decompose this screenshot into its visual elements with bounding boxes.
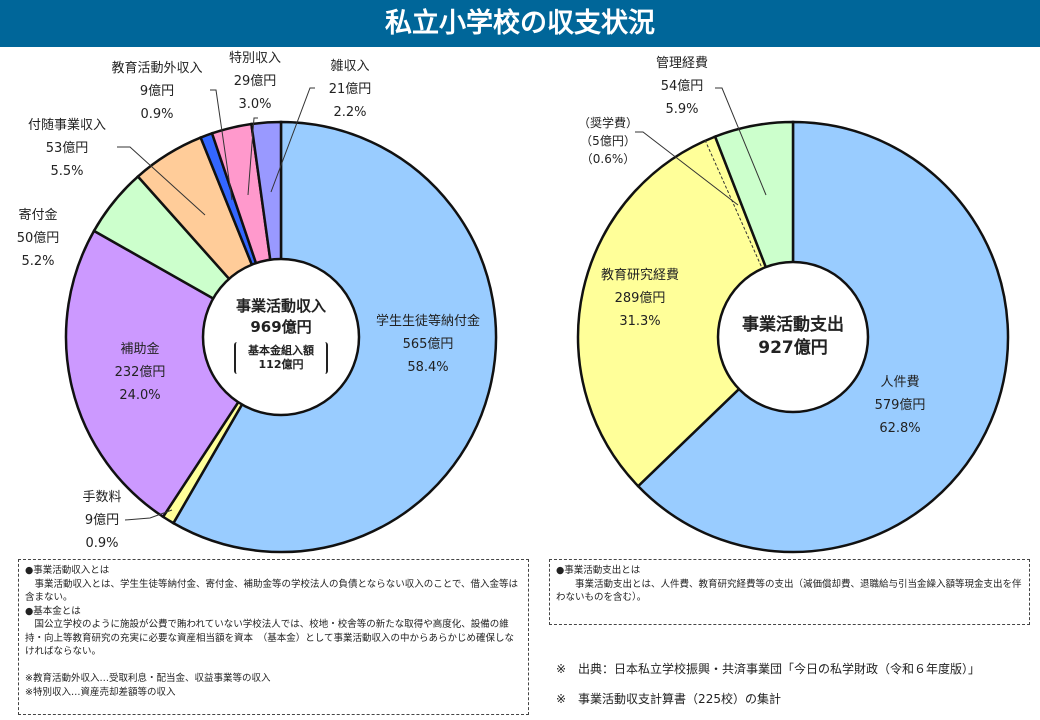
label-ancillary: 付随事業収入 53億円 5.5% [27, 118, 107, 179]
label-scholarship: （奨学費） （5億円） （0.6%） [577, 116, 639, 166]
expenditure-notes: ●事業活動支出とは 事業活動支出とは、人件費、教育研究経費等の支出（減価償却費、… [549, 559, 1030, 625]
label-education: 教育研究経費 289億円 31.3% [600, 268, 680, 329]
leader-line-nonop [210, 89, 233, 201]
income-total: 969億円 [250, 318, 312, 336]
page-title: 私立小学校の収支状況 [0, 0, 1040, 47]
leader-line-ancillary [117, 146, 206, 216]
expenditure-center-label: 事業活動支出 927億円 [742, 314, 844, 360]
expenditure-center-circle [716, 260, 870, 414]
leader-line-special [247, 117, 258, 196]
label-personnel: 人件費 579億円 62.8% [874, 375, 926, 436]
tally-note: ※ 事業活動収支計算書（225校）の集計 [556, 692, 781, 706]
leader-line-misc [270, 87, 315, 193]
label-admin: 管理経費 54億円 5.9% [655, 56, 709, 117]
leader-line-fees [124, 509, 173, 521]
endowment-value: 112億円 [258, 358, 304, 371]
label-fees: 手数料 9億円 0.9% [82, 490, 122, 551]
endowment-bracket: 基本金組入額 112億円 [234, 342, 328, 374]
income-center-title: 事業活動収入 [235, 297, 326, 315]
income-notes: ●事業活動収入とは 事業活動収入とは、学生生徒等納付金、寄付金、補助金等の学校法… [18, 559, 529, 715]
endowment-label: 基本金組入額 [248, 344, 314, 357]
leader-line-scholarship [635, 131, 739, 206]
label-subsidy: 補助金 232億円 24.0% [114, 342, 166, 403]
pie-slice-expenditure-1 [576, 134, 795, 488]
label-nonop: 教育活動外収入 9億円 0.9% [111, 61, 203, 122]
label-special: 特別収入 29億円 3.0% [228, 51, 282, 112]
income-center-label: 事業活動収入 969億円 基本金組入額 112億円 [234, 296, 328, 374]
leader-lines [117, 87, 767, 521]
label-donations: 寄付金 50億円 5.2% [16, 208, 60, 269]
leader-line-admin [715, 87, 767, 196]
expenditure-center-title: 事業活動支出 [742, 315, 844, 335]
label-tuition: 学生生徒等納付金 565億円 58.4% [375, 314, 481, 375]
source-note: ※ 出典：日本私立学校振興・共済事業団「今日の私学財政（令和６年度版）」 [556, 662, 981, 676]
expenditure-total: 927億円 [758, 338, 828, 358]
label-misc: 雑収入 21億円 2.2% [328, 59, 372, 120]
pie-slice-income-2 [64, 229, 283, 519]
scholarship-dashed-line [704, 139, 763, 269]
income-center-circle [201, 257, 361, 417]
